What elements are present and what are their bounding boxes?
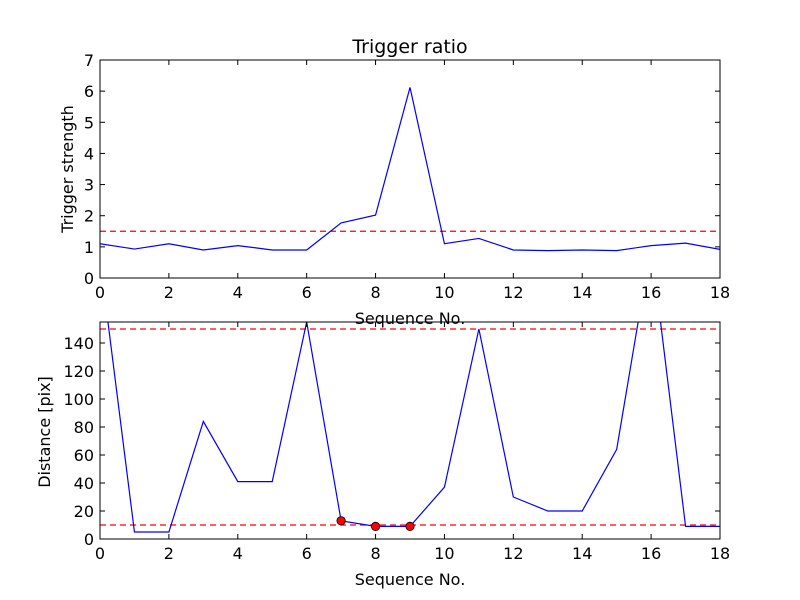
y-tick-label: 100	[63, 390, 94, 409]
x-tick-label: 8	[370, 544, 380, 563]
x-tick-label: 16	[641, 544, 661, 563]
x-tick-label: 10	[434, 544, 454, 563]
plot-clipped-layer	[100, 87, 720, 252]
data-point-marker	[336, 516, 346, 526]
y-axis-label: Distance [pix]	[35, 376, 54, 488]
x-tick-label: 6	[302, 283, 312, 302]
y-tick-label: 4	[84, 144, 94, 163]
distance-plot-area: 0 2 4 6 8 10 12 14 16 18 0 20 40 60 80 100 120 140	[63, 321, 730, 563]
x-tick-label: 0	[95, 544, 105, 563]
x-tick-label: 2	[164, 544, 174, 563]
y-tick-label: 20	[74, 502, 94, 521]
x-tick-label: 12	[503, 283, 523, 302]
x-axis-label: Sequence No.	[355, 570, 466, 589]
x-tick-label: 18	[710, 283, 730, 302]
y-tick-label: 2	[84, 207, 94, 226]
x-tick-label: 12	[503, 544, 523, 563]
axes-frame	[99, 321, 721, 540]
y-tick-label: 3	[84, 176, 94, 195]
x-tick-label: 6	[302, 544, 312, 563]
x-tick-label: 4	[233, 283, 243, 302]
chart-title: Trigger ratio	[351, 36, 467, 58]
y-tick-label: 7	[84, 51, 94, 70]
y-tick-label: 1	[84, 238, 94, 257]
x-tick-label: 16	[641, 283, 661, 302]
y-tick-label: 0	[84, 530, 94, 549]
x-tick-label: 2	[164, 283, 174, 302]
y-tick-label: 0	[84, 269, 94, 288]
x-tick-label: 4	[233, 544, 243, 563]
x-tick-label: 14	[572, 283, 592, 302]
x-tick-label: 0	[95, 283, 105, 302]
x-tick-label: 8	[370, 283, 380, 302]
y-axis-label: Trigger strength	[58, 105, 77, 234]
y-tick-label: 120	[63, 362, 94, 381]
y-tick-label: 6	[84, 82, 94, 101]
x-tick-label: 18	[710, 544, 730, 563]
data-point-marker	[405, 521, 415, 532]
data-point-marker	[370, 521, 381, 532]
y-tick-label: 5	[84, 113, 94, 132]
distance-chart: 0 2 4 6 8 10 12 14 16 18 0 20 40 60 80 100 120 140 Sequen…	[35, 321, 730, 589]
x-tick-label: 14	[572, 544, 592, 563]
y-tick-label: 40	[74, 474, 94, 493]
x-tick-label: 10	[434, 283, 454, 302]
axes-frame	[99, 59, 721, 279]
y-tick-label: 140	[63, 334, 94, 353]
y-tick-label: 80	[74, 418, 94, 437]
x-axis-label: Sequence No.	[355, 309, 466, 328]
series-line-0	[100, 87, 720, 252]
y-tick-label: 60	[74, 446, 94, 465]
